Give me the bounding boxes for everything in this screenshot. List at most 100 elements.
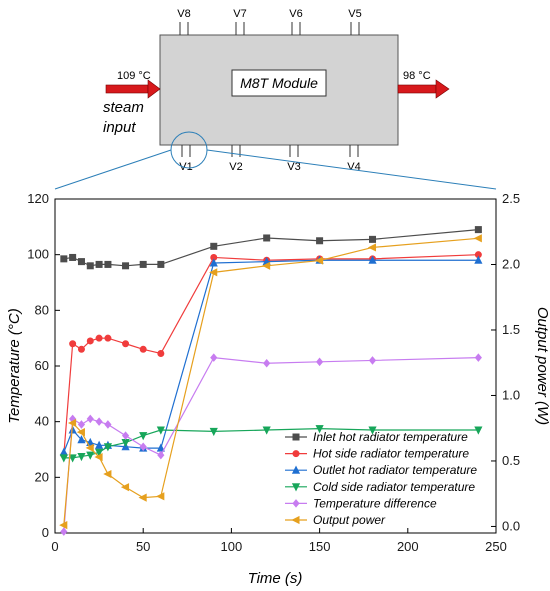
data-point — [139, 345, 147, 353]
data-point — [473, 234, 482, 243]
data-point — [86, 337, 94, 345]
data-point — [59, 521, 68, 530]
data-point — [103, 443, 113, 452]
legend-marker — [292, 450, 300, 458]
data-point — [86, 414, 94, 424]
data-point — [209, 268, 218, 277]
module-label: M8T Module — [240, 75, 318, 91]
legend-label: Cold side radiator temperature — [313, 480, 475, 494]
y-axis-title: Temperature (°C) — [6, 308, 23, 423]
data-point — [86, 262, 94, 270]
y2-tick-label: 0.5 — [502, 453, 520, 468]
y2-axis-title: Output power (W) — [534, 307, 550, 425]
data-point — [368, 255, 377, 264]
sensor-label: V5 — [348, 8, 361, 20]
x-tick-label: 50 — [136, 539, 150, 554]
data-point — [156, 426, 165, 435]
data-point — [122, 340, 130, 348]
series-5 — [59, 234, 482, 530]
series-4 — [60, 353, 482, 536]
data-point — [86, 451, 95, 460]
series-3 — [59, 425, 483, 463]
data-point — [369, 235, 377, 243]
data-point — [69, 253, 77, 261]
module-diagram: M8T Module 109 °C steam input 98 °C V8 V7… — [54, 8, 497, 190]
data-point — [104, 260, 112, 268]
data-point — [60, 255, 68, 263]
y-tick-label: 100 — [27, 247, 49, 262]
data-point — [94, 452, 103, 462]
data-point — [367, 243, 377, 252]
y2-tick-label: 2.0 — [502, 256, 520, 271]
x-tick-label: 0 — [51, 539, 58, 554]
steam-label-line2: input — [103, 119, 136, 136]
data-point — [95, 334, 103, 342]
sensor-label: V4 — [347, 161, 360, 173]
data-point — [95, 417, 103, 426]
data-point — [316, 357, 324, 367]
y-tick-label: 60 — [35, 358, 49, 373]
y-axis-right: 0.0 0.5 1.0 1.5 2.0 2.5 — [491, 191, 520, 533]
zoom-line-left — [54, 149, 172, 190]
data-point — [157, 349, 165, 357]
legend-label: Hot side radiator temperature — [313, 447, 469, 461]
legend-label: Inlet hot radiator temperature — [313, 430, 468, 444]
data-point — [85, 443, 94, 452]
data-point — [210, 353, 218, 362]
outlet-arrow — [397, 79, 450, 99]
data-point — [157, 260, 165, 268]
y2-tick-label: 1.5 — [502, 322, 520, 337]
data-point — [474, 226, 482, 234]
data-point — [156, 492, 165, 501]
y-tick-label: 40 — [35, 414, 49, 429]
data-point — [474, 426, 483, 435]
data-point — [69, 340, 77, 348]
data-point — [209, 258, 218, 267]
legend-marker — [291, 465, 301, 474]
data-point — [67, 418, 77, 428]
data-point — [76, 428, 85, 437]
x-tick-label: 200 — [397, 539, 419, 554]
sensor-label: V6 — [289, 8, 302, 20]
data-point — [315, 425, 324, 434]
sensor-label: V7 — [233, 8, 246, 20]
data-point — [262, 426, 271, 435]
data-point — [209, 427, 218, 437]
bottom-sensor-wires: V1 V2 V3 V4 — [179, 145, 361, 173]
y-tick-label: 20 — [35, 469, 49, 484]
inlet-arrow — [105, 79, 161, 99]
sensor-label: V8 — [177, 8, 190, 20]
chart: 0 50 100 150 200 250 0 20 40 60 80 100 120 0.0 0.5 1.… — [6, 191, 550, 587]
steam-label-line1: steam — [103, 99, 144, 116]
data-point — [263, 358, 271, 368]
data-point — [68, 454, 77, 463]
legend: Inlet hot radiator temperature Hot side r… — [285, 430, 477, 527]
outlet-temperature: 98 °C — [403, 70, 431, 82]
data-point — [122, 262, 130, 270]
sensor-label: V1 — [179, 161, 192, 173]
data-point — [474, 353, 482, 362]
series-1 — [60, 251, 482, 459]
series-2 — [59, 255, 483, 456]
data-point — [139, 260, 147, 268]
y-tick-label: 0 — [42, 525, 49, 540]
data-point — [104, 334, 112, 342]
data-point — [95, 260, 103, 268]
data-point — [139, 432, 148, 441]
data-point — [138, 493, 147, 502]
data-point — [60, 527, 68, 536]
data-point — [210, 242, 218, 250]
series-line — [63, 254, 479, 456]
data-point — [368, 426, 377, 435]
data-point — [121, 431, 130, 440]
legend-marker — [292, 433, 300, 441]
y2-tick-label: 2.5 — [502, 191, 520, 206]
sensor-label: V3 — [287, 161, 300, 173]
y2-tick-label: 1.0 — [502, 387, 520, 402]
series-line — [63, 259, 479, 453]
inlet-temperature: 109 °C — [117, 70, 151, 82]
data-point — [316, 237, 324, 245]
data-point — [157, 450, 165, 460]
data-point — [95, 440, 104, 449]
